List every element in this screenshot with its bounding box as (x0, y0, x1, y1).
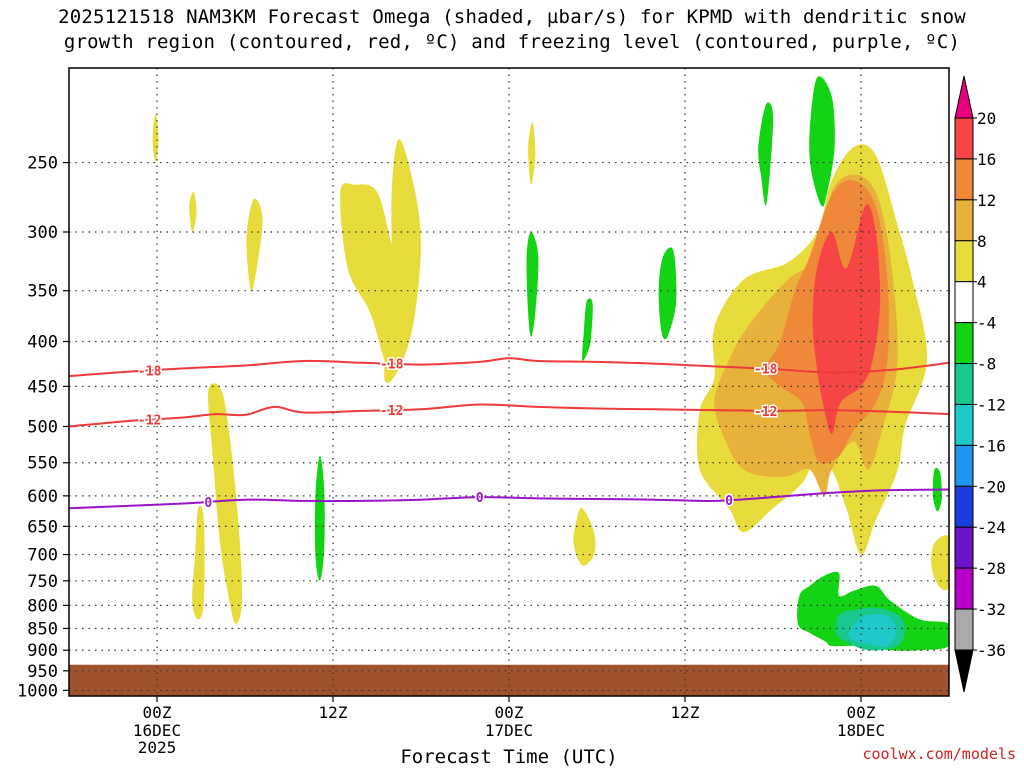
x-tick-sublabel-4-0: 18DEC (837, 721, 885, 740)
colorbar-label-1: 16 (977, 150, 996, 169)
omega-region-0-3 (246, 198, 263, 292)
contour-label-2-1: 0 (476, 491, 484, 506)
omega-region-0-9 (528, 122, 536, 185)
colorbar-top-arrow (954, 75, 974, 119)
colorbar-box-8 (954, 444, 974, 487)
colorbar-label-10: -24 (977, 518, 1006, 537)
omega-region-3-0 (812, 204, 881, 434)
x-tick-label-4: 00Z (847, 703, 876, 722)
colorbar-label-7: -12 (977, 395, 1006, 414)
y-tick-label-1: 300 (27, 223, 58, 243)
x-tick-label-0: 00Z (143, 703, 172, 722)
contour-label-2-0: 0 (204, 496, 212, 511)
colorbar: 20 16 12 8 4 -4 -8 -12 -16 -20 -24 -28 -32 -36 (954, 75, 1006, 693)
y-tick-label-15: 1000 (17, 681, 58, 701)
contour-line-0 (69, 357, 949, 378)
y-axis: 2503003504004505005506006507007508008509… (17, 154, 69, 701)
omega-shading-layer (152, 76, 949, 651)
y-tick-label-6: 550 (27, 454, 58, 474)
chart-title-line-2: growth region (contoured, red, ºC) and f… (63, 31, 961, 53)
x-tick-label-1: 12Z (319, 703, 348, 722)
omega-region-0-8 (152, 113, 159, 163)
y-tick-label-2: 350 (27, 282, 58, 302)
contour-label-1-1: -12 (380, 404, 403, 419)
omega-region-0-10 (189, 191, 197, 233)
omega-region-4-3 (526, 232, 539, 337)
x-tick-sublabel-2-0: 17DEC (485, 721, 533, 740)
colorbar-box-5 (954, 322, 974, 365)
contour-label-0-1: -18 (380, 358, 404, 373)
y-tick-label-10: 750 (27, 572, 58, 592)
colorbar-box-12 (954, 608, 974, 651)
contour-label-0-2: -18 (754, 363, 778, 378)
colorbar-label-6: -8 (977, 355, 996, 374)
contour-label-1-2: -12 (754, 405, 777, 420)
chart-title-line-1: 2025121518 NAM3KM Forecast Omega (shaded… (58, 6, 966, 28)
omega-region-6-0 (848, 614, 897, 647)
y-tick-label-13: 900 (27, 641, 58, 661)
colorbar-label-5: -4 (977, 314, 996, 333)
omega-region-4-5 (314, 455, 325, 581)
contour-line-1 (69, 403, 949, 428)
watermark: coolwx.com/models (862, 745, 1016, 763)
colorbar-box-3 (954, 240, 974, 283)
colorbar-box-6 (954, 363, 974, 405)
colorbar-box-7 (954, 403, 974, 446)
y-tick-label-8: 650 (27, 517, 58, 537)
colorbar-label-3: 8 (977, 232, 987, 251)
colorbar-label-13: -36 (977, 641, 1006, 660)
contour-label-0-0: -18 (138, 364, 162, 379)
colorbar-box-0 (954, 117, 974, 160)
colorbar-label-2: 12 (977, 191, 996, 210)
colorbar-label-9: -20 (977, 477, 1006, 496)
colorbar-box-9 (954, 485, 974, 528)
x-tick-label-2: 00Z (495, 703, 524, 722)
y-tick-label-14: 950 (27, 662, 58, 682)
y-tick-label-11: 800 (27, 596, 58, 616)
y-tick-label-5: 500 (27, 417, 58, 437)
x-tick-label-3: 12Z (671, 703, 700, 722)
y-tick-label-7: 600 (27, 487, 58, 507)
plot-gridlines (69, 68, 949, 696)
colorbar-box-10 (954, 526, 974, 569)
colorbar-box-2 (954, 199, 974, 242)
colorbar-label-8: -16 (977, 436, 1006, 455)
colorbar-bottom-arrow (954, 649, 974, 693)
y-tick-label-9: 700 (27, 546, 58, 566)
omega-region-0-2 (384, 138, 421, 384)
omega-region-4-0 (758, 102, 774, 206)
x-tick-sublabel-0-0: 16DEC (133, 721, 181, 740)
x-tick-sublabel-0-1: 2025 (138, 738, 177, 757)
y-tick-label-0: 250 (27, 154, 58, 174)
colorbar-box-11 (954, 567, 974, 610)
contour-label-1-0: -12 (138, 414, 161, 429)
omega-region-0-4 (208, 383, 243, 625)
colorbar-label-11: -28 (977, 559, 1006, 578)
colorbar-label-12: -32 (977, 600, 1006, 619)
omega-region-4-2 (658, 247, 677, 340)
colorbar-box-4 (954, 281, 974, 324)
contour-label-2-2: 0 (725, 494, 733, 509)
temperature-contours: -18 -18 -18 -12 -12 -12 0 0 0 (69, 356, 949, 513)
y-tick-label-4: 450 (27, 377, 58, 397)
omega-region-4-4 (582, 298, 593, 361)
omega-region-0-7 (931, 535, 949, 591)
colorbar-label-0: 20 (977, 109, 996, 128)
contour-line-2 (69, 488, 949, 510)
x-axis-title: Forecast Time (UTC) (400, 746, 617, 768)
omega-region-0-5 (192, 505, 205, 620)
y-tick-label-3: 400 (27, 333, 58, 353)
colorbar-label-4: 4 (977, 273, 987, 292)
y-tick-label-12: 850 (27, 619, 58, 639)
omega-region-4-1 (809, 76, 835, 207)
omega-region-0-6 (573, 508, 596, 566)
colorbar-box-1 (954, 158, 974, 201)
